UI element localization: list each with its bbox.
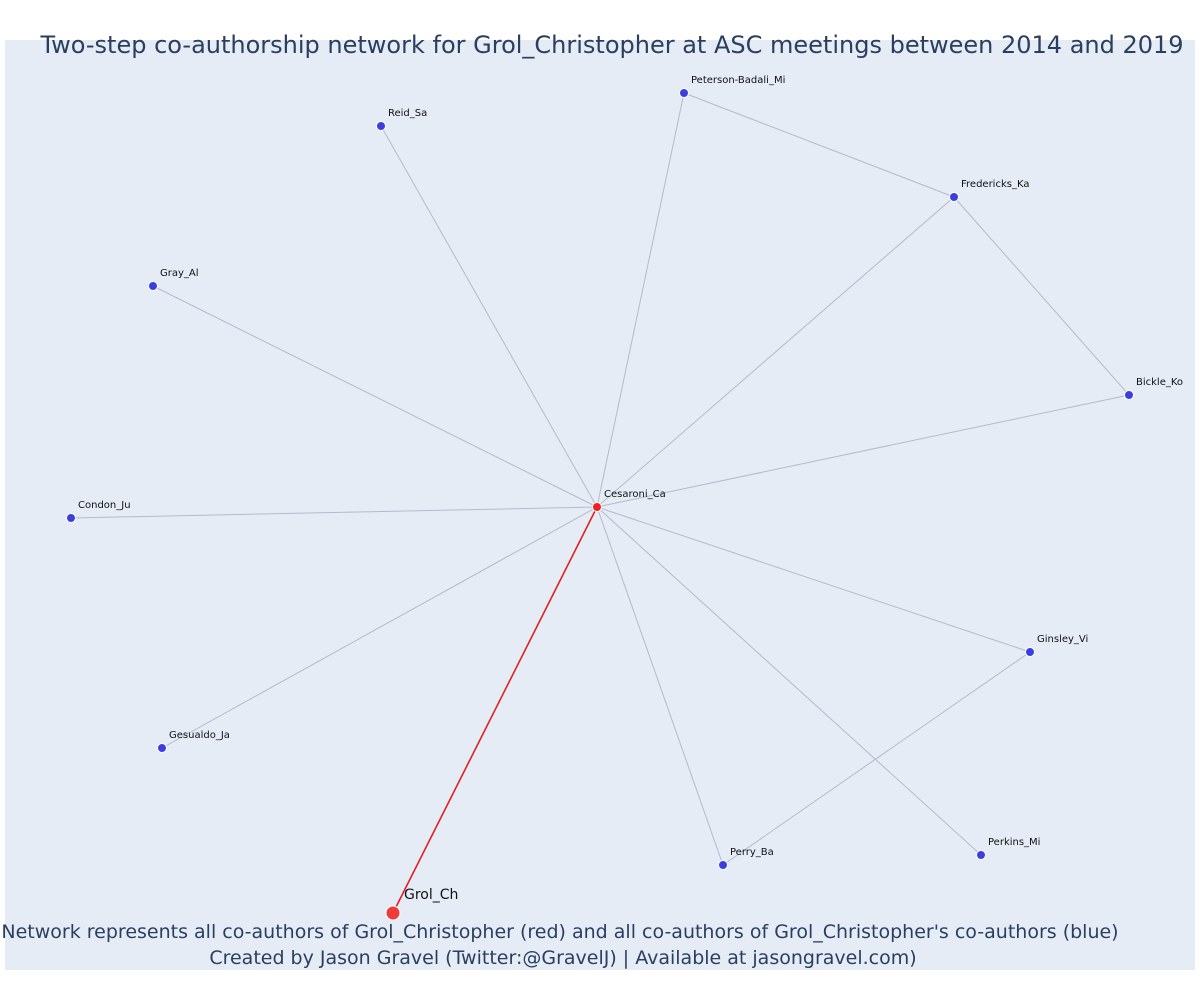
node-label-cesaroni-ca: Cesaroni_Ca — [604, 489, 666, 500]
node-bickle-ko[interactable] — [1124, 390, 1134, 400]
edges-layer — [70, 92, 1130, 914]
edge-cesaroni-ca-peterson-badali-mi — [596, 92, 685, 508]
edge-cesaroni-ca-condon-ju — [70, 506, 598, 519]
node-perry-ba[interactable] — [718, 860, 728, 870]
node-label-peterson-badali-mi: Peterson-Badali_Mi — [691, 75, 785, 86]
node-labels-layer: Grol_Ch Cesaroni_Ca Reid_Sa Peterson-Badali… — [78, 75, 1183, 903]
edge-fredericks-ka-bickle-ko — [953, 196, 1130, 396]
node-label-gray-al: Gray_Al — [160, 268, 199, 279]
edge-cesaroni-ca-gesualdo-ja — [161, 506, 598, 749]
node-gesualdo-ja[interactable] — [157, 743, 167, 753]
edge-ginsley-vi-perry-ba — [722, 651, 1031, 866]
node-cesaroni-ca[interactable] — [592, 502, 602, 512]
chart-title: Two-step co-authorship network for Grol_… — [39, 31, 1183, 59]
edge-cesaroni-ca-fredericks-ka — [596, 196, 955, 508]
node-grol-ch[interactable] — [385, 905, 401, 921]
node-label-fredericks-ka: Fredericks_Ka — [961, 179, 1029, 190]
edge-grol-ch-cesaroni-ca — [392, 506, 598, 914]
node-perkins-mi[interactable] — [976, 850, 986, 860]
node-label-grol-ch: Grol_Ch — [404, 887, 458, 903]
node-fredericks-ka[interactable] — [949, 192, 959, 202]
caption-line-2: Created by Jason Gravel (Twitter:@Gravel… — [209, 947, 916, 969]
edge-cesaroni-ca-bickle-ko — [596, 394, 1130, 508]
node-label-ginsley-vi: Ginsley_Vi — [1037, 634, 1088, 645]
node-label-perkins-mi: Perkins_Mi — [988, 837, 1040, 848]
node-peterson-badali-mi[interactable] — [679, 88, 689, 98]
edge-cesaroni-ca-perry-ba — [596, 506, 724, 866]
node-reid-sa[interactable] — [376, 121, 386, 131]
edge-cesaroni-ca-gray-al — [152, 285, 598, 508]
nodes-layer — [66, 88, 1134, 921]
node-label-perry-ba: Perry_Ba — [730, 847, 774, 858]
node-gray-al[interactable] — [148, 281, 158, 291]
edge-cesaroni-ca-ginsley-vi — [596, 506, 1031, 653]
node-label-reid-sa: Reid_Sa — [388, 108, 427, 119]
edge-cesaroni-ca-reid-sa — [380, 125, 598, 508]
node-label-gesualdo-ja: Gesualdo_Ja — [169, 730, 230, 741]
node-label-condon-ju: Condon_Ju — [78, 500, 131, 511]
edge-peterson-badali-mi-fredericks-ka — [683, 92, 955, 198]
edge-cesaroni-ca-perkins-mi — [596, 506, 982, 856]
node-label-bickle-ko: Bickle_Ko — [1136, 377, 1183, 388]
caption-line-1: Network represents all co-authors of Gro… — [1, 921, 1118, 943]
node-ginsley-vi[interactable] — [1025, 647, 1035, 657]
node-condon-ju[interactable] — [66, 513, 76, 523]
